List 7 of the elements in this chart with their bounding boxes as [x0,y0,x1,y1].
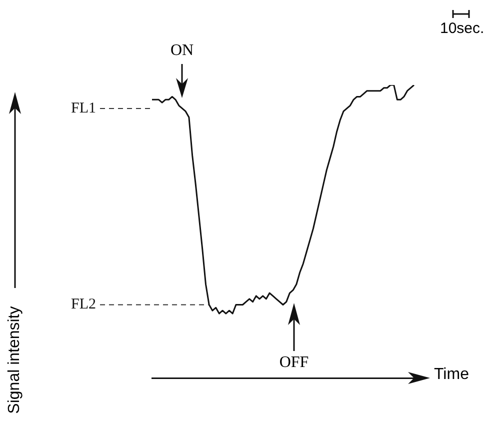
annotation: OFF [278,354,310,372]
ref-line-label: FL2 [70,296,96,313]
ref-line-label: FL1 [70,100,96,116]
text: Signal intensity [6,306,24,414]
text: ON [169,42,195,60]
text: 10sec. [440,20,484,37]
x-axis-title: Time [434,366,469,384]
